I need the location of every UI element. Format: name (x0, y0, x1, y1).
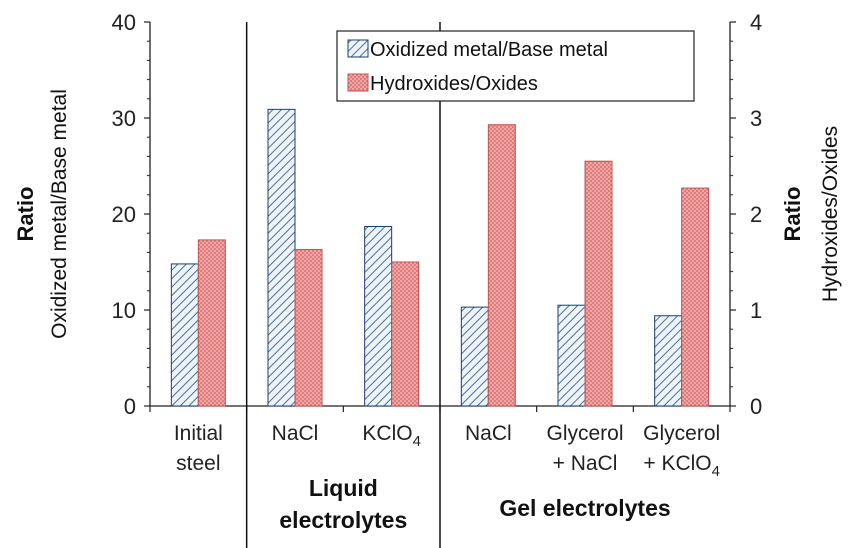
group-dividers (245, 22, 441, 548)
bar-hydroxides-4 (584, 160, 613, 407)
left-tick-label: 30 (112, 106, 136, 131)
legend: Oxidized metal/Base metal Hydroxides/Oxi… (336, 30, 695, 102)
bar-hydroxides-3 (487, 124, 516, 407)
bar-oxidized-1 (267, 108, 296, 407)
category-label: Initial (174, 422, 223, 445)
category-label: NaCl (465, 422, 512, 445)
group-label: Liquid (309, 475, 378, 501)
left-tick-label: 10 (112, 298, 136, 323)
tick-labels: 0 10 20 30 40 0 1 2 3 4 (112, 10, 763, 419)
category-label: Glycerol (643, 422, 720, 445)
left-tick-label: 0 (124, 394, 136, 419)
group-label: Gel electrolytes (499, 495, 670, 521)
right-tick-label: 3 (750, 106, 762, 131)
group-labels: Liquid electrolytes Gel electrolytes (279, 475, 670, 533)
legend-label-oxidized: Oxidized metal/Base metal (370, 39, 608, 61)
bar-hydroxides-0 (197, 239, 226, 407)
left-axis-title: Ratio (13, 187, 38, 242)
legend-label-hydroxides: Hydroxides/Oxides (370, 73, 538, 95)
bar-oxidized-2 (364, 225, 393, 407)
right-axis-title: Ratio (780, 187, 805, 242)
right-tick-label: 0 (750, 394, 762, 419)
bar-oxidized-3 (460, 306, 489, 407)
right-tick-label: 1 (750, 298, 762, 323)
right-tick-label: 2 (750, 202, 762, 227)
legend-swatch-oxidized (347, 39, 369, 58)
category-label: + NaCl (553, 452, 618, 475)
category-label: NaCl (272, 422, 319, 445)
bar-oxidized-0 (170, 263, 199, 407)
group-label: electrolytes (279, 507, 407, 533)
bar-hydroxides-1 (294, 249, 323, 407)
category-label: KClO4 (362, 422, 421, 450)
category-label: Glycerol (546, 422, 623, 445)
left-axis-subtitle: Oxidized metal/Base metal (48, 89, 71, 339)
bars (170, 108, 710, 407)
bar-oxidized-4 (557, 304, 586, 407)
legend-box (336, 30, 695, 102)
left-tick-label: 20 (112, 202, 136, 227)
left-tick-label: 40 (112, 10, 136, 35)
bar-oxidized-5 (654, 315, 683, 407)
right-axis-subtitle: Hydroxides/Oxides (819, 126, 842, 302)
bar-hydroxides-2 (391, 261, 420, 407)
right-tick-label: 4 (750, 10, 762, 35)
category-label: steel (176, 452, 220, 475)
category-labels: Initial steel NaCl KClO4 NaCl Glycerol + NaCl G… (174, 422, 720, 480)
category-label: + KClO4 (643, 452, 720, 480)
legend-swatch-hydroxides (347, 73, 369, 92)
bar-hydroxides-5 (681, 187, 710, 407)
